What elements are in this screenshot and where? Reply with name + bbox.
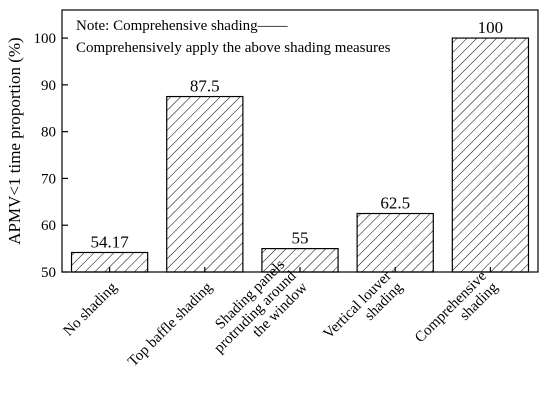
bar bbox=[166, 95, 244, 273]
x-tick-label: Top baffle shading bbox=[125, 279, 216, 370]
value-label: 87.5 bbox=[190, 77, 220, 96]
bar bbox=[356, 212, 434, 273]
value-label: 55 bbox=[292, 229, 309, 248]
y-tick-label: 90 bbox=[41, 78, 56, 94]
value-label: 100 bbox=[478, 18, 504, 37]
y-tick-label: 50 bbox=[41, 265, 56, 281]
x-tick-label-line: No shading bbox=[61, 279, 121, 339]
annotation: Comprehensively apply the above shading … bbox=[76, 40, 391, 56]
x-tick-label: Comprehensiveshading bbox=[412, 268, 502, 358]
value-label: 54.17 bbox=[90, 232, 129, 251]
y-tick-label: 100 bbox=[34, 31, 57, 47]
x-tick-label: Shading panelsprotruding aroundthe windo… bbox=[200, 257, 311, 368]
x-tick-label-line: Top baffle shading bbox=[125, 279, 216, 370]
y-tick-label: 60 bbox=[41, 218, 56, 234]
x-tick-label: No shading bbox=[61, 279, 121, 339]
x-tick-label: Vertical louvershading bbox=[321, 268, 407, 354]
y-tick-label: 80 bbox=[41, 125, 56, 141]
bar bbox=[451, 37, 530, 273]
annotation: Note: Comprehensive shading—— bbox=[76, 18, 289, 34]
y-tick-label: 70 bbox=[41, 171, 56, 187]
y-axis-label: APMV<1 time proportion (%) bbox=[5, 37, 24, 244]
value-label: 62.5 bbox=[380, 194, 410, 213]
